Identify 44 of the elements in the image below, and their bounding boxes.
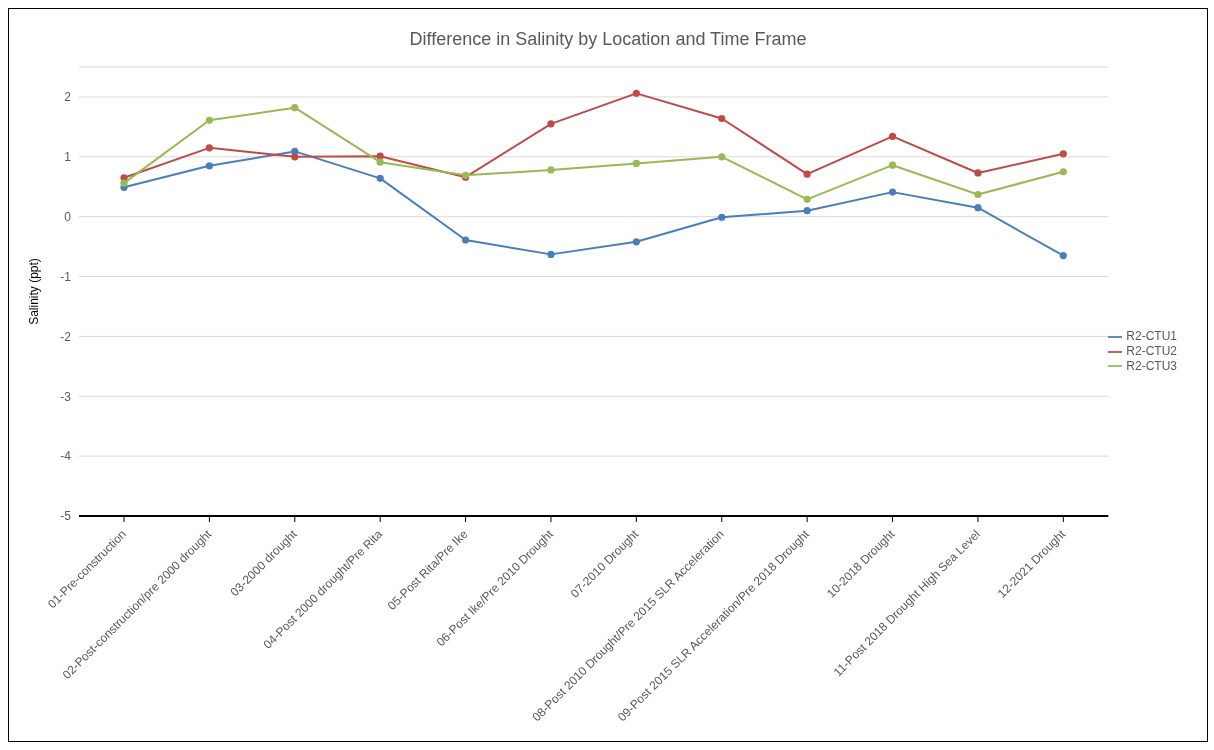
y-tick-label: -4 (60, 449, 72, 464)
point (1059, 168, 1067, 176)
legend-label: R2-CTU2 (1126, 343, 1177, 358)
point (974, 190, 982, 199)
point (547, 120, 555, 128)
y-tick-label: 1 (64, 150, 72, 165)
point (718, 153, 726, 161)
legend-label: R2-CTU1 (1126, 329, 1177, 343)
y-tick-label: -1 (60, 269, 72, 284)
y-tick-label: -3 (60, 389, 72, 404)
point (803, 195, 811, 203)
point (205, 162, 213, 170)
point (632, 89, 640, 97)
point (974, 169, 982, 177)
point (461, 236, 470, 244)
y-tick-label: 2 (64, 90, 72, 105)
point (376, 158, 384, 166)
point (547, 166, 555, 174)
point (718, 114, 726, 123)
y-tick-label: -5 (60, 509, 72, 524)
point (376, 152, 384, 160)
chart-title: Difference in Salinity by Location and Time Frame (408, 29, 808, 50)
point (632, 238, 640, 246)
point (547, 250, 555, 258)
point (718, 213, 726, 221)
y-tick-label: 0 (64, 209, 72, 224)
point (1059, 251, 1067, 260)
y-tick-label: -2 (60, 329, 72, 344)
y-axis-title: Salinity (ppt) (27, 258, 42, 325)
point (291, 104, 299, 112)
point (888, 161, 897, 169)
point (974, 204, 982, 212)
legend-label: R2-CTU3 (1126, 358, 1177, 373)
point (205, 116, 213, 124)
point (888, 132, 897, 141)
point (803, 170, 811, 178)
point (888, 188, 897, 196)
point (205, 144, 213, 152)
point (803, 207, 811, 215)
point (632, 159, 640, 167)
point (1059, 150, 1067, 158)
point (291, 153, 299, 161)
point (376, 174, 384, 182)
point (120, 179, 128, 187)
